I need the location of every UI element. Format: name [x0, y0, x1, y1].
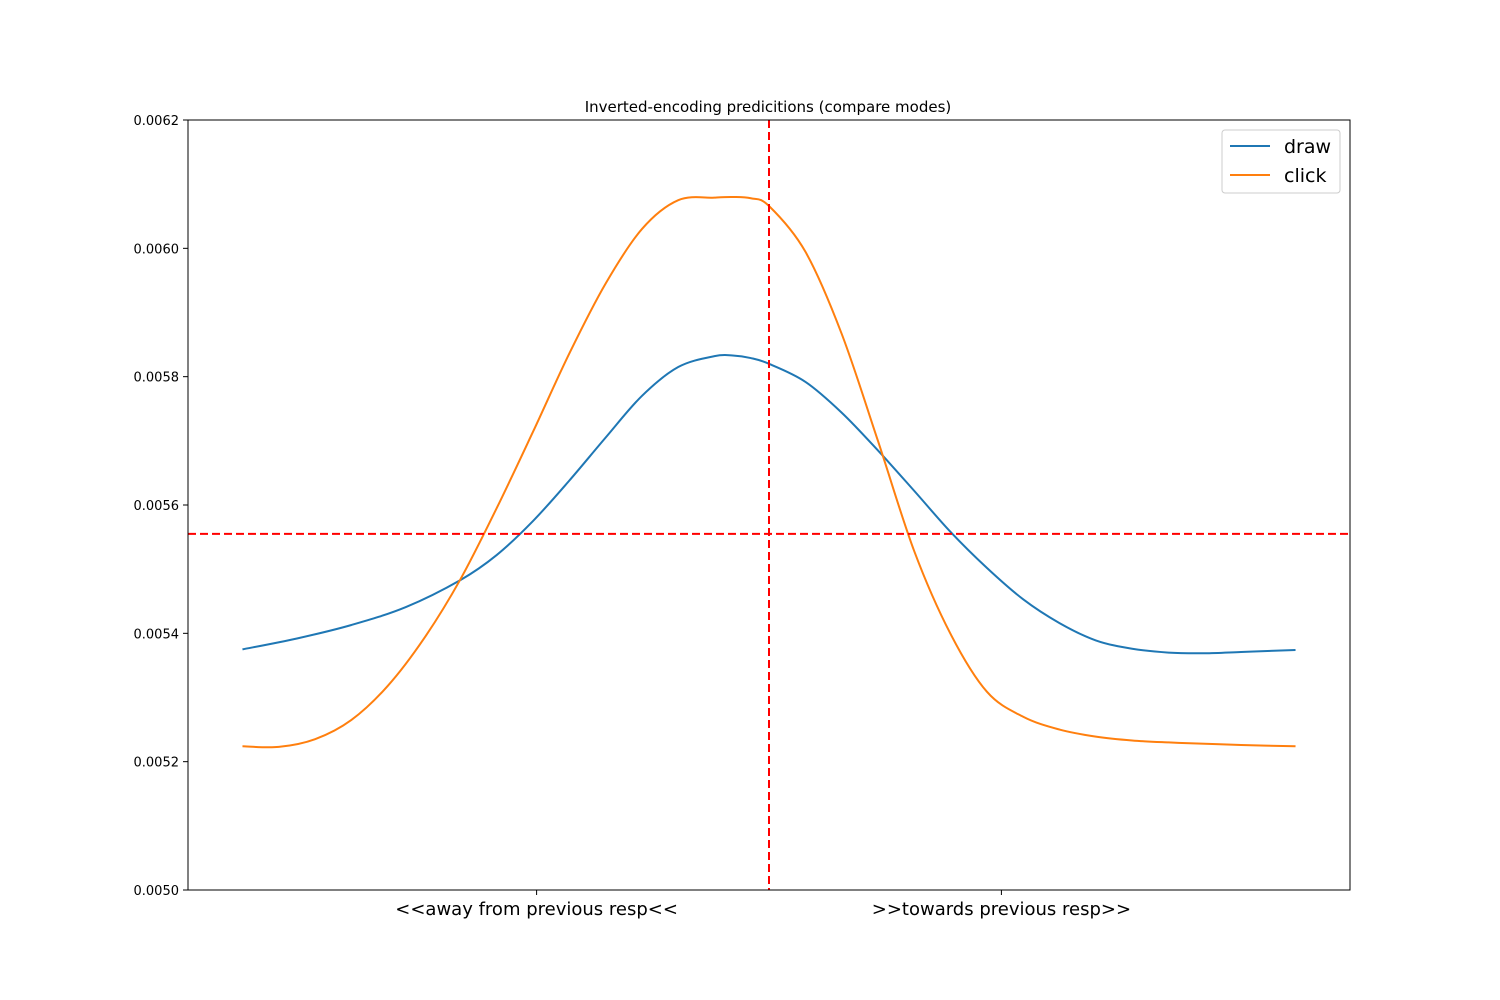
y-tick-label: 0.0050 [134, 884, 180, 899]
y-tick-label: 0.0054 [134, 627, 180, 642]
y-tick-label: 0.0052 [134, 756, 180, 771]
plot-frame [187, 119, 1351, 891]
y-tick-label: 0.0062 [134, 114, 180, 129]
x-tick-label: <<away from previous resp<< [395, 899, 678, 920]
chart-title: Inverted-encoding predicitions (compare … [585, 98, 952, 116]
x-tick-label: >>towards previous resp>> [872, 899, 1131, 920]
legend-label-draw: draw [1284, 136, 1331, 158]
y-tick-label: 0.0058 [134, 371, 180, 386]
series-line-draw [242, 353, 1296, 655]
legend-label-click: click [1284, 165, 1326, 187]
y-tick-label: 0.0060 [134, 242, 180, 257]
y-tick-label: 0.0056 [134, 499, 180, 514]
series-line-click [242, 195, 1296, 749]
